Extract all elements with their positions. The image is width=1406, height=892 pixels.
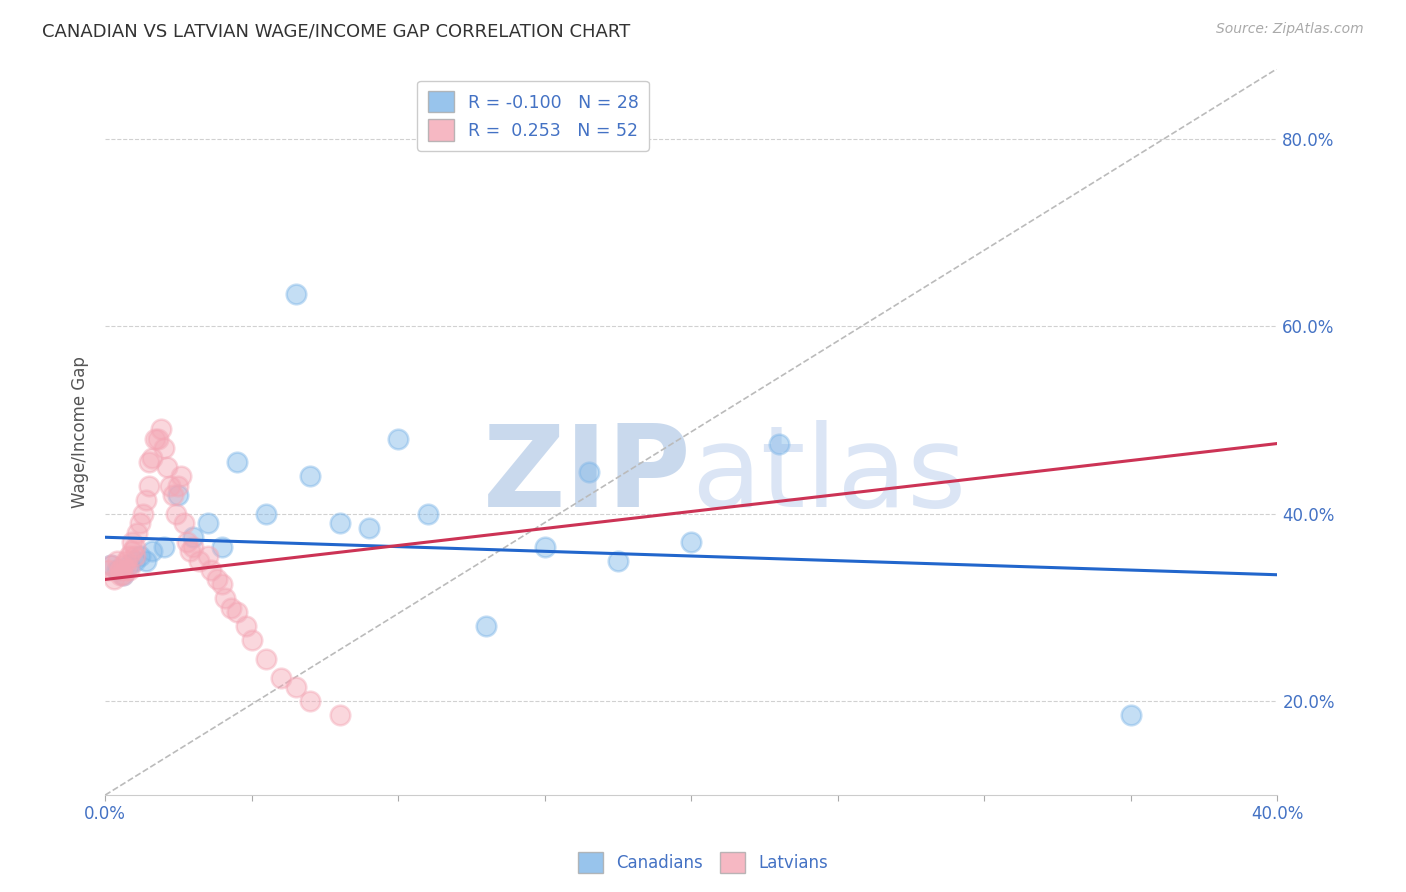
Point	[118, 549, 141, 563]
Text: atlas: atlas	[692, 420, 966, 531]
Legend: R = -0.100   N = 28, R =  0.253   N = 52: R = -0.100 N = 28, R = 0.253 N = 52	[418, 81, 650, 151]
Legend: Canadians, Latvians: Canadians, Latvians	[571, 846, 835, 880]
Text: Source: ZipAtlas.com: Source: ZipAtlas.com	[1216, 22, 1364, 37]
Point	[1119, 708, 1142, 723]
Point	[226, 605, 249, 619]
Point	[124, 549, 146, 563]
Point	[141, 544, 163, 558]
Point	[235, 619, 257, 633]
Point	[162, 488, 184, 502]
Point	[100, 558, 122, 573]
Point	[124, 554, 146, 568]
Point	[299, 469, 322, 483]
Point	[165, 507, 187, 521]
Point	[607, 554, 630, 568]
Point	[170, 469, 193, 483]
Point	[108, 563, 131, 577]
Point	[181, 530, 204, 544]
Point	[533, 540, 555, 554]
Point	[200, 563, 222, 577]
Point	[156, 459, 179, 474]
Point	[141, 450, 163, 465]
Point	[357, 521, 380, 535]
Point	[127, 525, 149, 540]
Point	[197, 516, 219, 531]
Point	[118, 558, 141, 573]
Point	[768, 436, 790, 450]
Point	[181, 540, 204, 554]
Point	[211, 577, 233, 591]
Point	[205, 573, 228, 587]
Point	[138, 455, 160, 469]
Point	[138, 479, 160, 493]
Point	[329, 708, 352, 723]
Text: CANADIAN VS LATVIAN WAGE/INCOME GAP CORRELATION CHART: CANADIAN VS LATVIAN WAGE/INCOME GAP CORR…	[42, 22, 630, 40]
Point	[475, 619, 498, 633]
Point	[135, 554, 157, 568]
Point	[299, 694, 322, 708]
Point	[105, 563, 128, 577]
Text: ZIP: ZIP	[482, 420, 692, 531]
Point	[284, 286, 307, 301]
Point	[108, 567, 131, 582]
Point	[681, 535, 703, 549]
Point	[124, 540, 146, 554]
Point	[111, 558, 134, 573]
Y-axis label: Wage/Income Gap: Wage/Income Gap	[72, 356, 89, 508]
Point	[132, 507, 155, 521]
Point	[167, 479, 190, 493]
Point	[270, 671, 292, 685]
Point	[416, 507, 439, 521]
Point	[240, 633, 263, 648]
Point	[167, 488, 190, 502]
Point	[149, 422, 172, 436]
Point	[114, 554, 136, 568]
Point	[329, 516, 352, 531]
Point	[179, 544, 201, 558]
Point	[111, 567, 134, 582]
Point	[197, 549, 219, 563]
Point	[214, 591, 236, 606]
Point	[387, 432, 409, 446]
Point	[121, 544, 143, 558]
Point	[254, 652, 277, 666]
Point	[103, 573, 125, 587]
Point	[219, 600, 242, 615]
Point	[114, 563, 136, 577]
Point	[135, 492, 157, 507]
Point	[129, 549, 152, 563]
Point	[254, 507, 277, 521]
Point	[121, 535, 143, 549]
Point	[100, 558, 122, 573]
Point	[97, 563, 120, 577]
Point	[118, 563, 141, 577]
Point	[226, 455, 249, 469]
Point	[105, 554, 128, 568]
Point	[129, 516, 152, 531]
Point	[153, 441, 176, 455]
Point	[284, 680, 307, 694]
Point	[111, 567, 134, 582]
Point	[143, 432, 166, 446]
Point	[188, 554, 211, 568]
Point	[211, 540, 233, 554]
Point	[146, 432, 169, 446]
Point	[578, 465, 600, 479]
Point	[153, 540, 176, 554]
Point	[176, 535, 198, 549]
Point	[173, 516, 195, 531]
Point	[159, 479, 181, 493]
